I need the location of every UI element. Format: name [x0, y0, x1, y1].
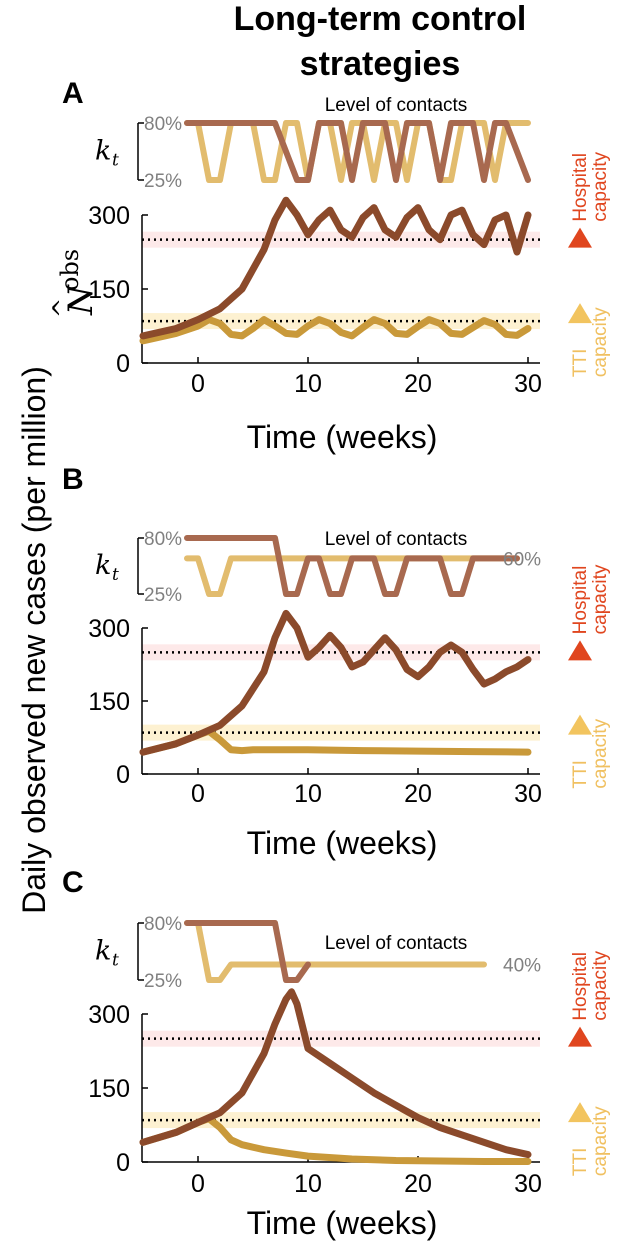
y-tick-label: 300 [88, 615, 130, 643]
panel-c: C 0 150 300 0 10 20 30 Time (weeks) k t 80% 25% Level… [62, 866, 611, 1241]
y-tick-label: 0 [116, 1149, 130, 1177]
tti-capacity-label-line1: TTI [570, 349, 591, 378]
x-axis-label: Time (weeks) [247, 825, 438, 861]
kt-subscript: t [112, 565, 119, 585]
x-tick-label: 0 [191, 780, 205, 808]
x-tick-label: 20 [404, 370, 432, 398]
y-tick-label: 150 [88, 276, 130, 304]
series-line-k-dark [184, 120, 531, 183]
hospital-capacity-label-line2: capacity [590, 151, 611, 221]
hospital-capacity-label-line1: Hospital [570, 566, 591, 635]
kt-subscript: t [112, 151, 119, 171]
hospital-capacity-label-line2: capacity [590, 564, 611, 634]
tti-capacity-arrow [568, 714, 592, 735]
k-low-label: 25% [144, 971, 182, 992]
level-of-contacts-label: Level of contacts [325, 529, 468, 550]
kt-symbol: k [95, 136, 111, 167]
x-axis-label: Time (weeks) [247, 419, 438, 455]
n-hat: ^ [48, 298, 76, 318]
y-tick-label: 300 [88, 202, 130, 230]
tti-capacity-label-line2: capacity [590, 1106, 611, 1176]
series-line-dark [139, 609, 532, 756]
panel-b: B 0 150 300 0 10 20 30 Time (weeks) k t 80% 25% Level… [62, 463, 611, 861]
series-line-gold [139, 316, 532, 345]
hospital-capacity-arrow [568, 1026, 592, 1047]
level-of-contacts-label: Level of contacts [325, 95, 468, 116]
x-axis-label: Time (weeks) [247, 1205, 438, 1241]
hospital-capacity-label-line1: Hospital [570, 153, 591, 222]
figure-title-line2: strategies [300, 45, 461, 83]
hospital-capacity-arrow [568, 227, 592, 248]
k-end-label: 40% [503, 955, 541, 976]
n-hat-obs-symbol: N ^ obs [48, 249, 101, 318]
x-tick-label: 30 [514, 1170, 542, 1198]
k-high-label: 80% [144, 914, 182, 935]
panel-label: B [62, 463, 84, 496]
x-tick-label: 20 [404, 1170, 432, 1198]
series-line-k-light [184, 555, 520, 597]
tti-capacity-label-line1: TTI [570, 760, 591, 789]
kt-symbol: k [95, 936, 111, 967]
series-line-dark [139, 988, 532, 1159]
hospital-capacity-label-line2: capacity [590, 950, 611, 1020]
x-tick-label: 0 [191, 370, 205, 398]
y-axis-label: Daily observed new cases (per million) [16, 366, 52, 914]
level-of-contacts-label: Level of contacts [325, 933, 468, 954]
tti-capacity-label-line1: TTI [570, 1148, 591, 1177]
panel-label: A [62, 77, 84, 110]
x-tick-label: 0 [191, 1170, 205, 1198]
kt-subscript: t [112, 951, 119, 971]
k-high-label: 80% [144, 529, 182, 550]
hospital-capacity-arrow [568, 640, 592, 661]
series-line-k-dark [184, 535, 520, 597]
n-superscript: obs [56, 249, 84, 291]
k-low-label: 25% [144, 171, 182, 192]
n-symbol: N [61, 284, 101, 316]
figure-title-line1: Long-term control [234, 0, 527, 38]
hospital-capacity-label-line1: Hospital [570, 952, 591, 1021]
series-line-k-dark [184, 920, 311, 983]
y-tick-label: 150 [88, 1075, 130, 1103]
y-tick-label: 300 [88, 1001, 130, 1029]
x-tick-label: 30 [514, 780, 542, 808]
y-tick-label: 150 [88, 688, 130, 716]
x-tick-label: 10 [294, 1170, 322, 1198]
x-tick-label: 10 [294, 780, 322, 808]
tti-capacity-label-line2: capacity [590, 718, 611, 788]
y-tick-label: 0 [116, 761, 130, 789]
series-line-dark [139, 196, 532, 340]
kt-symbol: k [95, 550, 111, 581]
x-tick-label: 30 [514, 370, 542, 398]
panel-label: C [62, 866, 84, 899]
panel-a: A 0 150 300 0 10 20 30 Time (weeks) k t 80% 25% Level… [62, 77, 611, 455]
tti-capacity-label-line2: capacity [590, 307, 611, 377]
k-low-label: 25% [144, 585, 182, 606]
y-tick-label: 0 [116, 350, 130, 378]
x-tick-label: 10 [294, 370, 322, 398]
tti-capacity-arrow [568, 1102, 592, 1123]
k-end-label: 60% [503, 549, 541, 570]
tti-capacity-arrow [568, 303, 592, 324]
x-tick-label: 20 [404, 780, 432, 808]
k-high-label: 80% [144, 114, 182, 135]
